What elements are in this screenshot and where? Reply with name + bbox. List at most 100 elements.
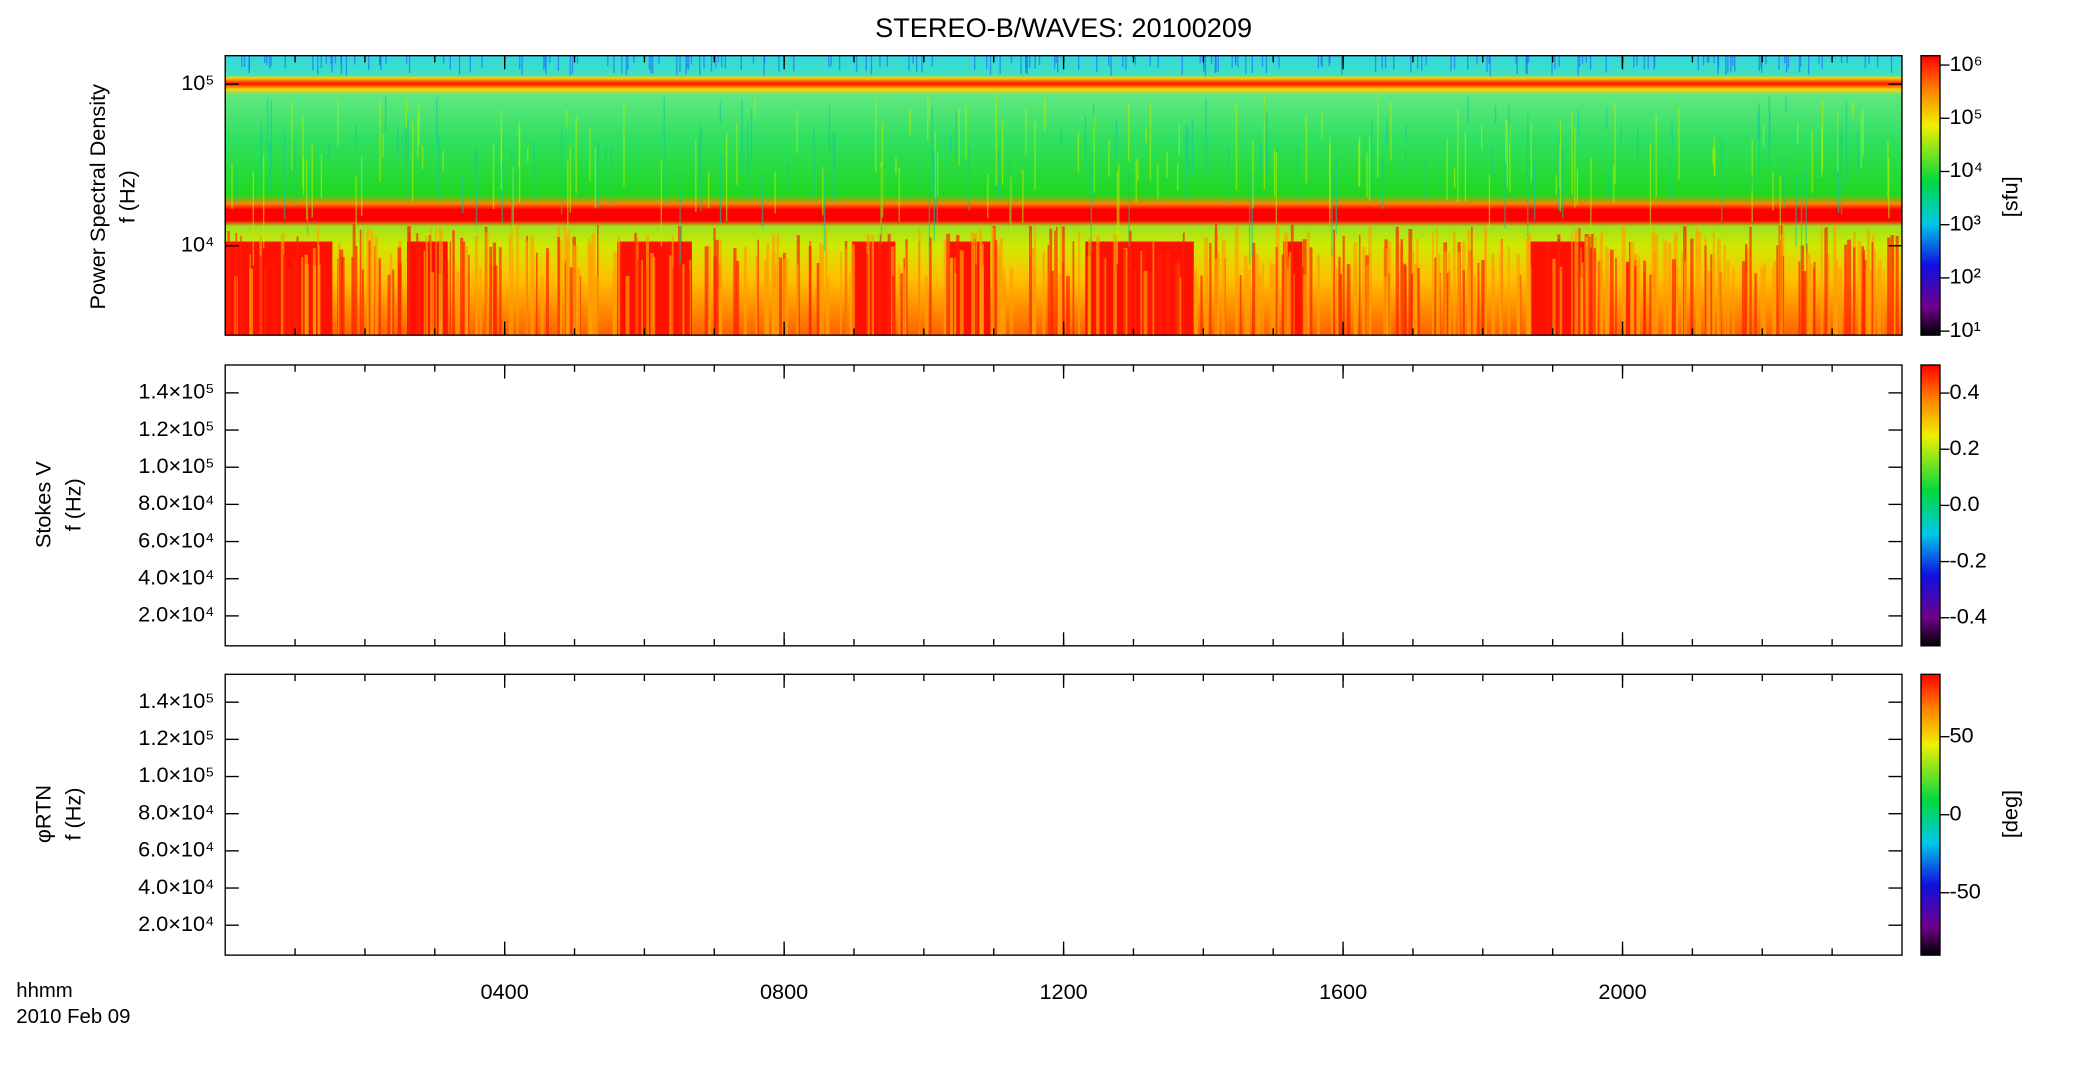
spectrogram-texture: [1329, 55, 1331, 64]
spectrogram-texture: [1287, 268, 1289, 336]
spectrogram-texture: [1042, 251, 1046, 336]
spectrogram-texture: [660, 160, 663, 247]
y-tick-label: 4.0×10⁴: [138, 874, 214, 899]
spectrogram-texture: [991, 228, 995, 336]
spectrogram-texture: [1179, 277, 1182, 336]
spectrogram-texture: [1820, 225, 1823, 336]
spectrogram-texture: [623, 104, 625, 186]
spectrogram-texture: [1578, 227, 1581, 336]
spectrogram-texture: [774, 172, 776, 214]
spectrogram-texture: [1210, 55, 1213, 65]
spectrogram-texture: [1577, 109, 1580, 139]
y-axis-label: Stokes V: [31, 461, 56, 548]
y-tick-label: 6.0×10⁴: [138, 837, 214, 862]
spectrogram-texture: [1509, 124, 1511, 193]
spectrogram-texture: [905, 239, 908, 336]
spectrogram-texture: [1209, 242, 1212, 336]
spectrogram-texture: [274, 256, 277, 336]
spectrogram-texture: [449, 55, 451, 70]
spectrogram-texture: [1366, 265, 1369, 336]
spectrogram-texture: [979, 227, 983, 336]
spectrogram-texture: [1145, 128, 1147, 143]
spectrogram-texture: [949, 136, 952, 152]
spectrogram-texture: [317, 55, 319, 75]
spectrogram-texture: [1386, 116, 1388, 146]
spectrogram-texture: [405, 98, 408, 128]
spectrogram-texture: [1234, 225, 1239, 336]
spectrogram-texture: [1078, 230, 1081, 336]
spectrogram-texture: [1273, 150, 1276, 198]
spectrogram-texture: [1525, 238, 1530, 336]
spectrogram-texture: [1672, 259, 1677, 336]
spectrogram-texture: [1730, 55, 1732, 72]
spectrogram-texture: [263, 266, 268, 336]
x-tick-label: 2000: [1598, 979, 1646, 1004]
spectrogram-texture: [1505, 119, 1507, 165]
spectrogram-texture: [1813, 268, 1815, 336]
spectrogram-texture: [704, 246, 709, 336]
spectrogram-texture: [1684, 260, 1687, 336]
spectrogram-texture: [855, 55, 858, 72]
spectrogram-texture: [397, 125, 399, 157]
spectrogram-texture: [1118, 164, 1120, 238]
spectrogram-texture: [1809, 263, 1813, 336]
spectrogram-texture: [512, 166, 514, 251]
spectrogram-texture: [1185, 123, 1187, 202]
spectrogram-texture: [1593, 248, 1596, 336]
spectrogram-texture: [241, 55, 243, 68]
spectrogram-texture: [1462, 270, 1465, 336]
spectrogram-texture: [1620, 124, 1623, 142]
spectrogram-texture: [1476, 55, 1478, 65]
spectrogram-texture: [1108, 139, 1110, 177]
colorbar-tick-label: 10⁴: [1949, 157, 1982, 182]
spectrogram-texture: [418, 104, 420, 145]
spectrogram-texture: [1626, 261, 1630, 336]
spectrogram-texture: [1195, 276, 1198, 336]
spectrogram-texture: [1878, 259, 1882, 336]
spectrogram-texture: [1690, 238, 1694, 336]
spectrogram-texture: [355, 125, 357, 149]
spectrogram-texture: [1678, 106, 1680, 180]
spectrogram-texture: [1708, 272, 1713, 336]
spectrogram-texture: [296, 236, 299, 336]
spectrogram-texture: [291, 101, 293, 171]
spectrogram-texture: [1857, 241, 1861, 336]
spectrogram-texture: [544, 55, 547, 68]
spectrogram-texture: [1714, 149, 1716, 176]
spectrogram-texture: [1717, 55, 1720, 68]
spectrogram-texture: [331, 55, 333, 73]
spectrogram-texture: [778, 55, 780, 72]
spectrogram-texture: [462, 241, 466, 336]
spectrogram-texture: [1571, 111, 1573, 196]
spectrogram-texture: [931, 105, 933, 185]
spectrogram-texture: [540, 276, 544, 336]
spectrogram-texture: [1467, 55, 1469, 70]
spectrogram-texture: [1481, 125, 1483, 150]
spectrogram-texture: [1571, 233, 1573, 336]
spectrogram-texture: [1562, 149, 1564, 218]
spectrogram-texture: [641, 260, 643, 336]
spectrogram-texture: [280, 233, 285, 336]
spectrogram-texture: [1049, 228, 1053, 336]
spectrogram-texture: [1205, 98, 1207, 180]
spectrogram-texture: [1561, 265, 1564, 336]
spectrogram-texture: [687, 55, 690, 70]
spectrogram-texture: [1590, 157, 1592, 248]
spectrogram-texture: [1706, 55, 1709, 63]
spectrogram-texture: [270, 100, 272, 167]
colorbar-tick-label: -0.4: [1949, 603, 1986, 628]
spectrogram-texture: [1758, 55, 1760, 72]
spectrogram-texture: [672, 266, 675, 336]
spectrogram-texture: [574, 246, 578, 336]
spectrogram-texture: [825, 228, 828, 336]
spectrogram-texture: [492, 142, 495, 209]
spectrogram-texture: [462, 176, 464, 214]
spectrogram-texture: [899, 273, 904, 336]
spectrogram-texture: [1385, 248, 1390, 336]
spectrogram-texture: [1116, 171, 1119, 265]
spectrogram-texture: [1527, 171, 1529, 237]
spectrogram-texture: [1096, 235, 1100, 336]
spectrogram-texture: [902, 268, 907, 336]
spectrogram-texture: [1293, 273, 1295, 336]
spectrogram-texture: [928, 237, 932, 336]
